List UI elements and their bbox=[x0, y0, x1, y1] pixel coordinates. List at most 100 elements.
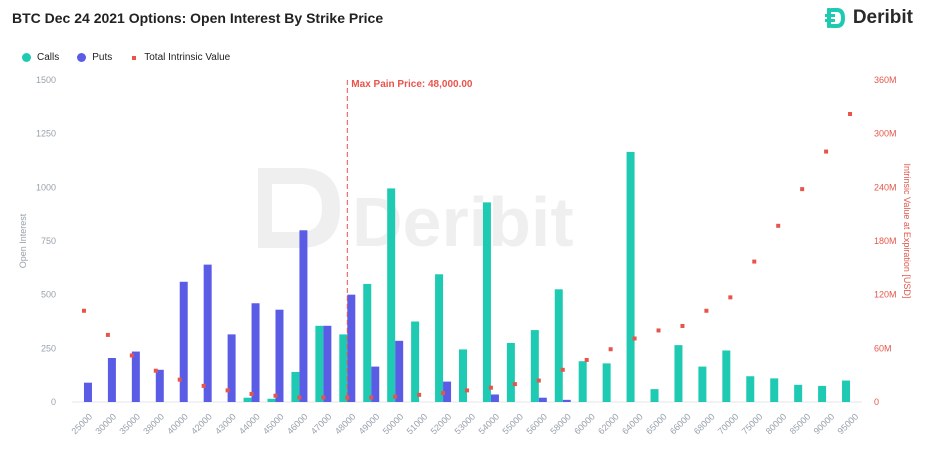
calls-bar bbox=[291, 371, 300, 402]
calls-bar bbox=[602, 363, 611, 402]
x-tick-label: 75000 bbox=[740, 411, 765, 436]
y2-tick-label: 60M bbox=[874, 343, 892, 353]
intrinsic-point bbox=[441, 391, 446, 396]
y2-tick-label: 0 bbox=[874, 397, 879, 407]
puts-bar bbox=[107, 357, 116, 402]
x-tick-label: 25000 bbox=[69, 411, 94, 436]
intrinsic-point bbox=[249, 391, 254, 396]
calls-bar bbox=[650, 389, 659, 402]
legend-item-intrinsic[interactable]: Total Intrinsic Value bbox=[130, 52, 230, 63]
watermark-text: Deribit bbox=[352, 183, 574, 261]
intrinsic-point bbox=[201, 383, 206, 388]
x-tick-label: 90000 bbox=[812, 411, 837, 436]
x-tick-label: 54000 bbox=[476, 411, 501, 436]
legend-label-intrinsic: Total Intrinsic Value bbox=[144, 52, 231, 63]
calls-bar bbox=[818, 385, 827, 402]
legend-item-puts[interactable]: Puts bbox=[77, 52, 112, 63]
y2-tick-label: 240M bbox=[874, 182, 897, 192]
chart-legend: Calls Puts Total Intrinsic Value bbox=[22, 52, 230, 63]
brand-logo: Deribit bbox=[824, 6, 913, 30]
x-tick-label: 68000 bbox=[692, 411, 717, 436]
x-tick-label: 40000 bbox=[165, 411, 190, 436]
calls-bar bbox=[794, 384, 803, 402]
x-tick-label: 85000 bbox=[788, 411, 813, 436]
calls-bar bbox=[770, 378, 779, 402]
intrinsic-point bbox=[345, 395, 350, 400]
intrinsic-point bbox=[848, 111, 853, 116]
x-tick-label: 38000 bbox=[141, 411, 166, 436]
intrinsic-point bbox=[656, 328, 661, 333]
deribit-logo-icon bbox=[824, 8, 845, 28]
x-tick-label: 56000 bbox=[524, 411, 549, 436]
x-tick-label: 48000 bbox=[333, 411, 358, 436]
y-tick-label: 1250 bbox=[36, 129, 56, 139]
intrinsic-point bbox=[584, 357, 589, 362]
x-tick-label: 52000 bbox=[429, 411, 454, 436]
intrinsic-point bbox=[369, 395, 374, 400]
y-tick-label: 1000 bbox=[36, 182, 56, 192]
x-tick-label: 80000 bbox=[764, 411, 789, 436]
intrinsic-point bbox=[393, 394, 398, 399]
puts-bar bbox=[251, 303, 260, 402]
calls-bar bbox=[554, 289, 563, 402]
x-tick-label: 44000 bbox=[237, 411, 262, 436]
calls-bar bbox=[578, 361, 587, 402]
puts-bar bbox=[299, 230, 308, 402]
calls-bar bbox=[506, 342, 515, 402]
calls-bar bbox=[842, 380, 851, 402]
intrinsic-point bbox=[225, 388, 230, 393]
puts-bar bbox=[347, 294, 356, 402]
intrinsic-point bbox=[728, 295, 733, 300]
puts-bar bbox=[131, 351, 140, 402]
puts-bar bbox=[562, 399, 571, 402]
calls-bar bbox=[674, 345, 683, 402]
calls-bar bbox=[459, 349, 467, 402]
y2-axis-title: Intrinsic Value at Expiration [USD] bbox=[902, 164, 912, 299]
intrinsic-point bbox=[512, 382, 517, 387]
intrinsic-point bbox=[776, 223, 781, 228]
x-tick-label: 42000 bbox=[189, 411, 214, 436]
intrinsic-point bbox=[680, 323, 685, 328]
calls-bar bbox=[339, 334, 348, 402]
y-tick-label: 0 bbox=[51, 397, 56, 407]
calls-bar bbox=[530, 330, 539, 402]
calls-bar bbox=[722, 350, 731, 402]
calls-bar bbox=[243, 397, 252, 402]
intrinsic-point bbox=[632, 336, 637, 341]
intrinsic-point bbox=[465, 388, 469, 393]
legend-label-calls: Calls bbox=[37, 52, 60, 63]
puts-bar bbox=[395, 340, 404, 402]
calls-bar bbox=[626, 151, 635, 402]
puts-bar bbox=[83, 382, 92, 402]
calls-bar bbox=[315, 325, 324, 402]
x-tick-label: 47000 bbox=[309, 411, 334, 436]
x-tick-label: 53000 bbox=[452, 411, 477, 436]
x-tick-label: 49000 bbox=[357, 411, 382, 436]
x-tick-label: 51000 bbox=[405, 411, 430, 436]
puts-bar bbox=[155, 369, 164, 402]
x-tick-label: 64000 bbox=[620, 411, 645, 436]
legend-label-puts: Puts bbox=[92, 52, 113, 63]
intrinsic-point bbox=[153, 368, 158, 373]
intrinsic-point bbox=[488, 385, 493, 390]
x-tick-label: 43000 bbox=[213, 411, 238, 436]
puts-bar bbox=[203, 264, 212, 402]
intrinsic-point bbox=[824, 149, 829, 154]
puts-bar bbox=[371, 366, 380, 402]
x-tick-label: 66000 bbox=[668, 411, 693, 436]
y-axis-title: Open Interest bbox=[18, 213, 28, 268]
puts-bar bbox=[490, 394, 499, 402]
legend-item-calls[interactable]: Calls bbox=[22, 52, 59, 63]
chart-title: BTC Dec 24 2021 Options: Open Interest B… bbox=[12, 10, 384, 26]
intrinsic-point bbox=[273, 393, 278, 398]
y-tick-label: 750 bbox=[41, 236, 56, 246]
x-tick-label: 70000 bbox=[716, 411, 741, 436]
brand-name: Deribit bbox=[852, 7, 913, 28]
x-tick-label: 35000 bbox=[117, 411, 142, 436]
calls-bar bbox=[435, 274, 444, 402]
intrinsic-point bbox=[321, 395, 326, 400]
calls-bar bbox=[411, 321, 420, 402]
intrinsic-point bbox=[704, 308, 709, 313]
puts-bar bbox=[323, 325, 332, 402]
